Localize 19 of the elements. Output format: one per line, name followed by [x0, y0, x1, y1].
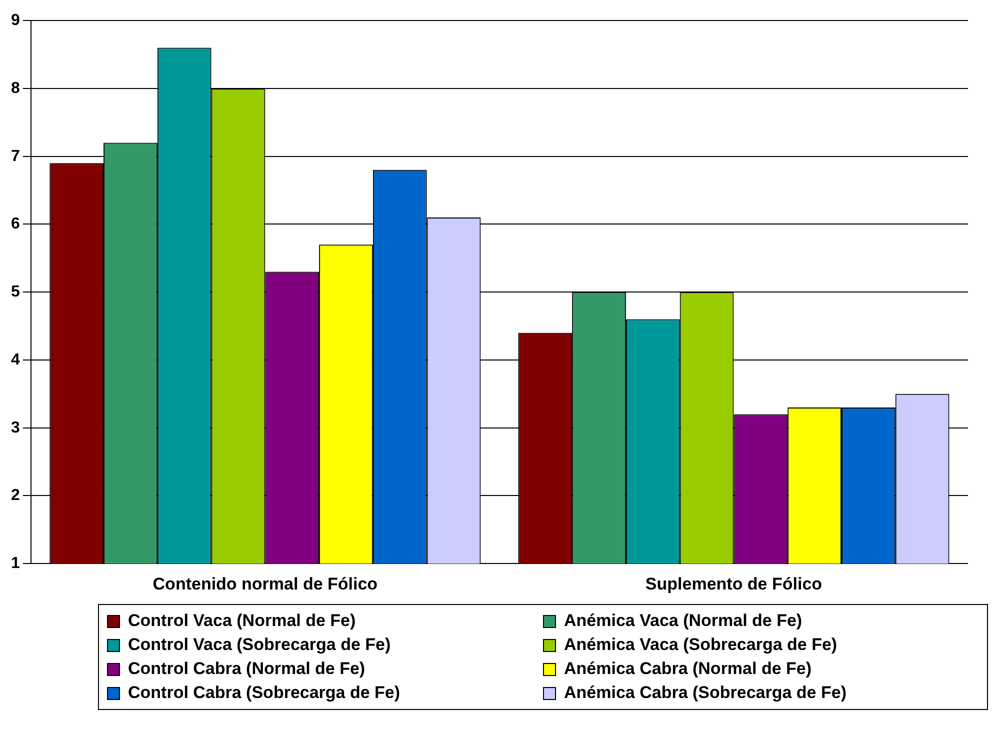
- y-tick-label: 2: [10, 487, 20, 504]
- legend-label: Anémica Cabra (Normal de Fe): [564, 659, 812, 679]
- legend-label: Control Vaca (Normal de Fe): [128, 611, 356, 631]
- legend-label: Anémica Cabra (Sobrecarga de Fe): [564, 683, 846, 703]
- y-tick-label: 5: [10, 284, 20, 301]
- legend-label: Anémica Vaca (Sobrecarga de Fe): [564, 635, 838, 655]
- y-tick-label: 6: [10, 216, 20, 233]
- y-tick-label: 4: [10, 351, 20, 368]
- legend-label: Control Vaca (Sobrecarga de Fe): [128, 635, 391, 655]
- x-tick-label: Contenido normal de Fólico: [152, 574, 378, 594]
- y-tick-label: 3: [10, 419, 20, 436]
- y-tick-label: 8: [10, 80, 20, 97]
- legend-label: Anémica Vaca (Normal de Fe): [564, 611, 802, 631]
- legend-label: Control Cabra (Sobrecarga de Fe): [128, 683, 400, 703]
- y-tick-label: 9: [10, 12, 20, 30]
- y-tick-label: 1: [10, 555, 20, 572]
- legend-label: Control Cabra (Normal de Fe): [128, 659, 366, 679]
- y-tick-label: 7: [10, 148, 20, 165]
- x-tick-label: Suplemento de Fólico: [645, 574, 822, 594]
